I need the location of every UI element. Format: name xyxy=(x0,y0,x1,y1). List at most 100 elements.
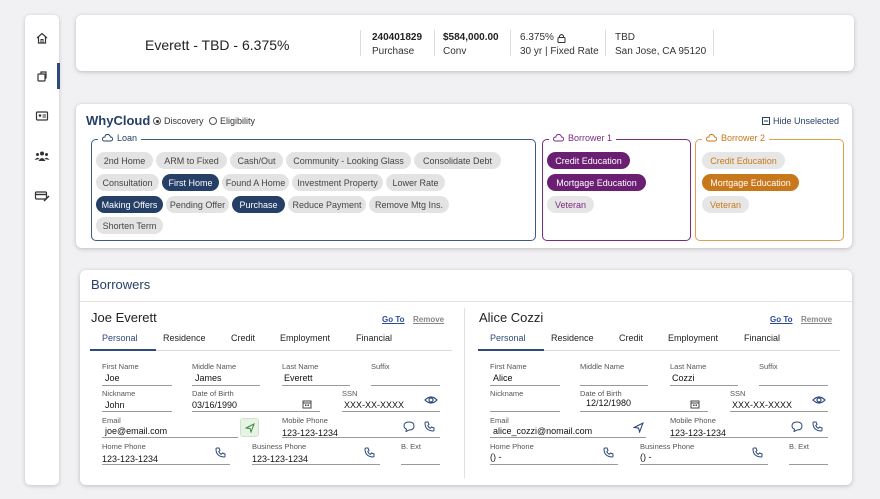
payment-icon xyxy=(34,191,50,202)
chip-shorten-term[interactable]: Shorten Term xyxy=(96,217,163,234)
tab-credit[interactable]: Credit xyxy=(619,333,644,343)
phone-icon[interactable] xyxy=(215,447,226,458)
id-card-icon xyxy=(35,111,49,121)
chip-arm-to-fixed[interactable]: ARM to Fixed xyxy=(156,152,227,169)
goto-link[interactable]: Go To xyxy=(770,315,793,324)
calendar-icon[interactable] xyxy=(302,399,312,409)
middle-name-field[interactable]: James xyxy=(195,373,222,383)
nickname-label: Nickname xyxy=(102,389,136,398)
chat-icon[interactable] xyxy=(403,421,415,432)
sidebar-item-people[interactable] xyxy=(25,143,59,169)
tab-credit[interactable]: Credit xyxy=(231,333,256,343)
chip-b1-veteran[interactable]: Veteran xyxy=(547,196,594,213)
email-field[interactable]: alice_cozzi@nomail.com xyxy=(493,426,593,436)
phone-icon[interactable] xyxy=(364,447,375,458)
chip-first-home[interactable]: First Home xyxy=(162,174,219,191)
home-phone-field[interactable]: () - xyxy=(490,452,502,462)
loan-number: 240401829 xyxy=(372,32,423,43)
dob-field[interactable]: 03/16/1990 xyxy=(192,400,238,410)
loan-icon xyxy=(37,71,47,82)
goto-link[interactable]: Go To xyxy=(382,315,405,324)
chip-community-looking-glass[interactable]: Community - Looking Glass xyxy=(286,152,411,169)
mobile-label: Mobile Phone xyxy=(670,416,716,425)
chip-consolidate-debt[interactable]: Consolidate Debt xyxy=(414,152,501,169)
tab-personal[interactable]: Personal xyxy=(102,333,138,343)
radio-discovery[interactable]: Discovery xyxy=(153,116,204,126)
chip-purchase[interactable]: Purchase xyxy=(232,196,285,213)
calendar-icon[interactable] xyxy=(690,399,700,409)
sidebar-item-home[interactable] xyxy=(25,25,59,51)
chip-consultation[interactable]: Consultation xyxy=(96,174,159,191)
email-field[interactable]: joe@email.com xyxy=(105,426,168,436)
chip-b2-veteran[interactable]: Veteran xyxy=(702,196,749,213)
loan-header: Everett - TBD - 6.375% 240401829 Purchas… xyxy=(76,15,854,71)
chip-reduce-payment[interactable]: Reduce Payment xyxy=(288,196,366,213)
borrower-card-1: Joe Everett Go To Remove Personal Reside… xyxy=(80,270,464,485)
tab-residence[interactable]: Residence xyxy=(551,333,594,343)
b-ext-label: B. Ext xyxy=(789,442,810,451)
suffix-label: Suffix xyxy=(759,362,778,371)
eye-icon[interactable] xyxy=(424,395,438,405)
remove-link[interactable]: Remove xyxy=(413,315,445,324)
mobile-field[interactable]: 123-123-1234 xyxy=(282,428,339,438)
sidebar-item-id-card[interactable] xyxy=(25,103,59,129)
mobile-field[interactable]: 123-123-1234 xyxy=(670,428,727,438)
chip-cash-out[interactable]: Cash/Out xyxy=(230,152,283,169)
dob-field[interactable]: 12/12/1980 xyxy=(586,398,632,408)
business-phone-field[interactable]: 123-123-1234 xyxy=(252,454,309,464)
eye-icon[interactable] xyxy=(812,395,826,405)
send-email-button[interactable] xyxy=(240,418,259,437)
radio-eligibility[interactable]: Eligibility xyxy=(209,116,255,126)
last-name-label: Last Name xyxy=(282,362,319,371)
last-name-field[interactable]: Everett xyxy=(284,373,313,383)
tab-employment[interactable]: Employment xyxy=(668,333,719,343)
tab-personal[interactable]: Personal xyxy=(490,333,526,343)
borrower-name: Joe Everett xyxy=(91,310,157,325)
sidebar-item-loan[interactable] xyxy=(25,63,60,89)
first-name-field[interactable]: Joe xyxy=(105,373,120,383)
chat-icon[interactable] xyxy=(791,421,803,432)
nickname-field[interactable]: John xyxy=(105,400,125,410)
tab-residence[interactable]: Residence xyxy=(163,333,206,343)
tab-employment[interactable]: Employment xyxy=(280,333,331,343)
cloud-icon xyxy=(102,134,113,142)
chip-remove-mtg-ins[interactable]: Remove Mtg Ins. xyxy=(369,196,449,213)
chip-lower-rate[interactable]: Lower Rate xyxy=(386,174,445,191)
chip-b2-mortgage-education[interactable]: Mortgage Education xyxy=(702,174,799,191)
chip-b1-mortgage-education[interactable]: Mortgage Education xyxy=(547,174,646,191)
chip-making-offers[interactable]: Making Offers xyxy=(96,196,163,213)
ssn-field[interactable]: XXX-XX-XXXX xyxy=(344,400,405,410)
tab-financial[interactable]: Financial xyxy=(744,333,781,343)
sidebar-item-payment[interactable] xyxy=(25,183,59,209)
phone-icon[interactable] xyxy=(812,421,823,432)
phone-icon[interactable] xyxy=(424,421,435,432)
business-phone-field[interactable]: () - xyxy=(640,452,652,462)
chip-investment-property[interactable]: Investment Property xyxy=(292,174,383,191)
dob-label: Date of Birth xyxy=(580,389,622,398)
remove-link[interactable]: Remove xyxy=(801,315,833,324)
chip-pending-offer[interactable]: Pending Offer xyxy=(166,196,229,213)
lock-icon xyxy=(557,33,566,43)
rate-value: 6.375% xyxy=(520,32,554,43)
ssn-field[interactable]: XXX-XX-XXXX xyxy=(732,400,793,410)
loan-purpose: Purchase xyxy=(372,46,415,57)
radio-discovery-label: Discovery xyxy=(164,116,204,126)
phone-icon[interactable] xyxy=(603,447,614,458)
first-name-field[interactable]: Alice xyxy=(493,373,513,383)
borrowers-column-divider xyxy=(464,308,465,478)
home-phone-field[interactable]: 123-123-1234 xyxy=(102,454,159,464)
email-label: Email xyxy=(490,416,509,425)
borrower2-group: Borrower 2 Credit Education Mortgage Edu… xyxy=(695,133,844,241)
chip-b2-credit-education[interactable]: Credit Education xyxy=(702,152,785,169)
send-icon[interactable] xyxy=(633,422,644,433)
chip-b1-credit-education[interactable]: Credit Education xyxy=(547,152,630,169)
radio-discovery-dot xyxy=(153,117,161,125)
hide-unselected-button[interactable]: Hide Unselected xyxy=(762,116,839,126)
chip-found-a-home[interactable]: Found A Home xyxy=(222,174,289,191)
loan-group-label: Loan xyxy=(98,133,142,143)
chip-2nd-home[interactable]: 2nd Home xyxy=(96,152,153,169)
tab-financial[interactable]: Financial xyxy=(356,333,393,343)
b-ext-label: B. Ext xyxy=(401,442,422,451)
last-name-field[interactable]: Cozzi xyxy=(672,373,695,383)
phone-icon[interactable] xyxy=(752,447,763,458)
